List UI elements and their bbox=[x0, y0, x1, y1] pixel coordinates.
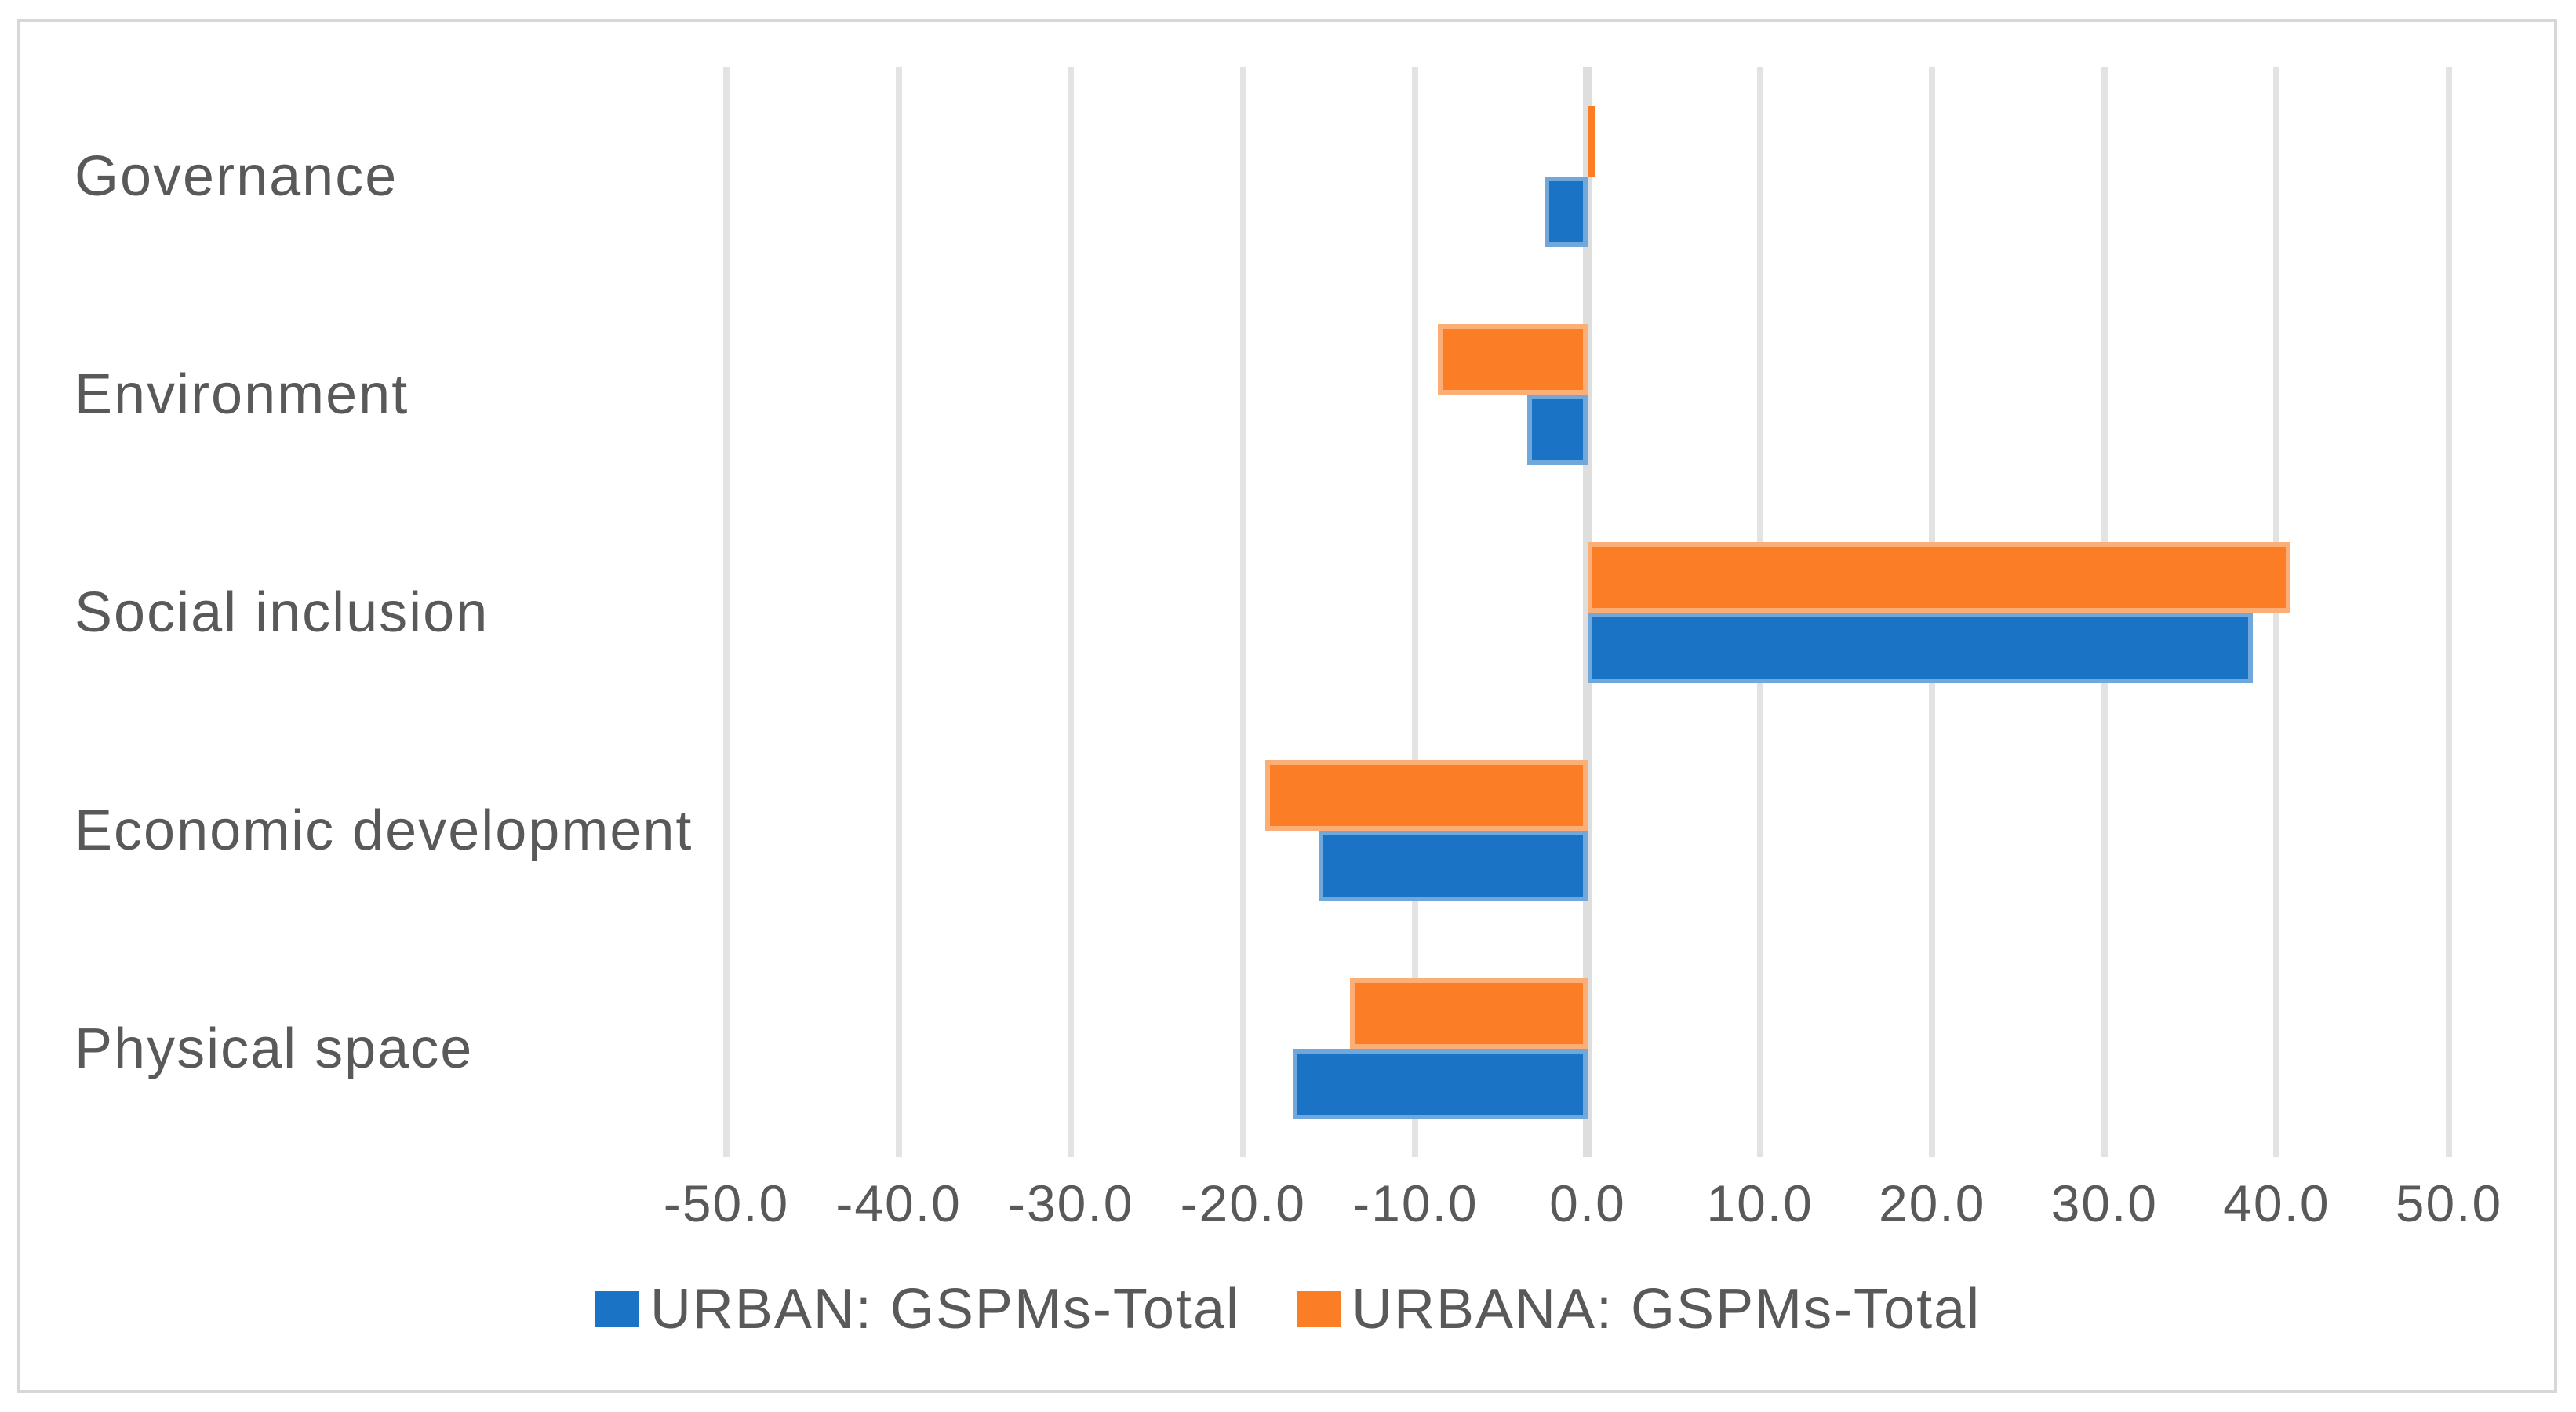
x-tick-label--10: -10.0 bbox=[1352, 1174, 1479, 1232]
bar-urban-governance bbox=[1545, 176, 1588, 247]
x-tick-label-10: 10.0 bbox=[1706, 1174, 1814, 1232]
category-label-environment: Environment bbox=[75, 363, 409, 426]
legend-entry-urbana: URBANA: GSPMs-Total bbox=[1296, 1277, 1981, 1341]
x-tick-label-20: 20.0 bbox=[1878, 1174, 1986, 1232]
gridline-50 bbox=[2446, 67, 2452, 1157]
bar-urbana-environment bbox=[1437, 324, 1588, 395]
x-tick-label--50: -50.0 bbox=[663, 1174, 790, 1232]
x-tick-label--20: -20.0 bbox=[1180, 1174, 1307, 1232]
bar-urbana-economic-development bbox=[1265, 760, 1588, 831]
category-label-physical-space: Physical space bbox=[75, 1017, 474, 1080]
category-label-economic-development: Economic development bbox=[75, 799, 693, 862]
gridline--30 bbox=[1068, 67, 1075, 1157]
gridline--20 bbox=[1239, 67, 1246, 1157]
category-label-social-inclusion: Social inclusion bbox=[75, 581, 489, 644]
gridline--40 bbox=[895, 67, 902, 1157]
legend-swatch-urbana-icon bbox=[1296, 1291, 1341, 1327]
legend-label-urbana: URBANA: GSPMs-Total bbox=[1351, 1278, 1981, 1341]
legend-entry-urban: URBAN: GSPMs-Total bbox=[595, 1277, 1240, 1341]
category-label-governance: Governance bbox=[75, 145, 398, 208]
x-tick-label-40: 40.0 bbox=[2223, 1174, 2330, 1232]
gridline--50 bbox=[723, 67, 730, 1157]
legend-swatch-urban-icon bbox=[595, 1291, 639, 1327]
legend-label-urban: URBAN: GSPMs-Total bbox=[649, 1278, 1240, 1341]
bar-urbana-social-inclusion bbox=[1588, 542, 2290, 613]
x-tick-label--40: -40.0 bbox=[835, 1174, 962, 1232]
x-tick-label-0: 0.0 bbox=[1549, 1174, 1626, 1232]
x-tick-label--30: -30.0 bbox=[1007, 1174, 1134, 1232]
bar-urbana-governance bbox=[1588, 106, 1595, 176]
bar-urban-economic-development bbox=[1319, 831, 1588, 901]
gridline--10 bbox=[1412, 67, 1419, 1157]
bar-urbana-physical-space bbox=[1349, 978, 1588, 1049]
legend: URBAN: GSPMs-Total URBANA: GSPMs-Total bbox=[0, 1277, 2576, 1341]
x-tick-label-50: 50.0 bbox=[2395, 1174, 2503, 1232]
chart-border-frame bbox=[17, 19, 2557, 1393]
bar-urban-environment bbox=[1527, 395, 1588, 465]
bar-urban-physical-space bbox=[1293, 1049, 1588, 1119]
x-tick-label-30: 30.0 bbox=[2050, 1174, 2159, 1232]
bar-urban-social-inclusion bbox=[1588, 613, 2253, 683]
